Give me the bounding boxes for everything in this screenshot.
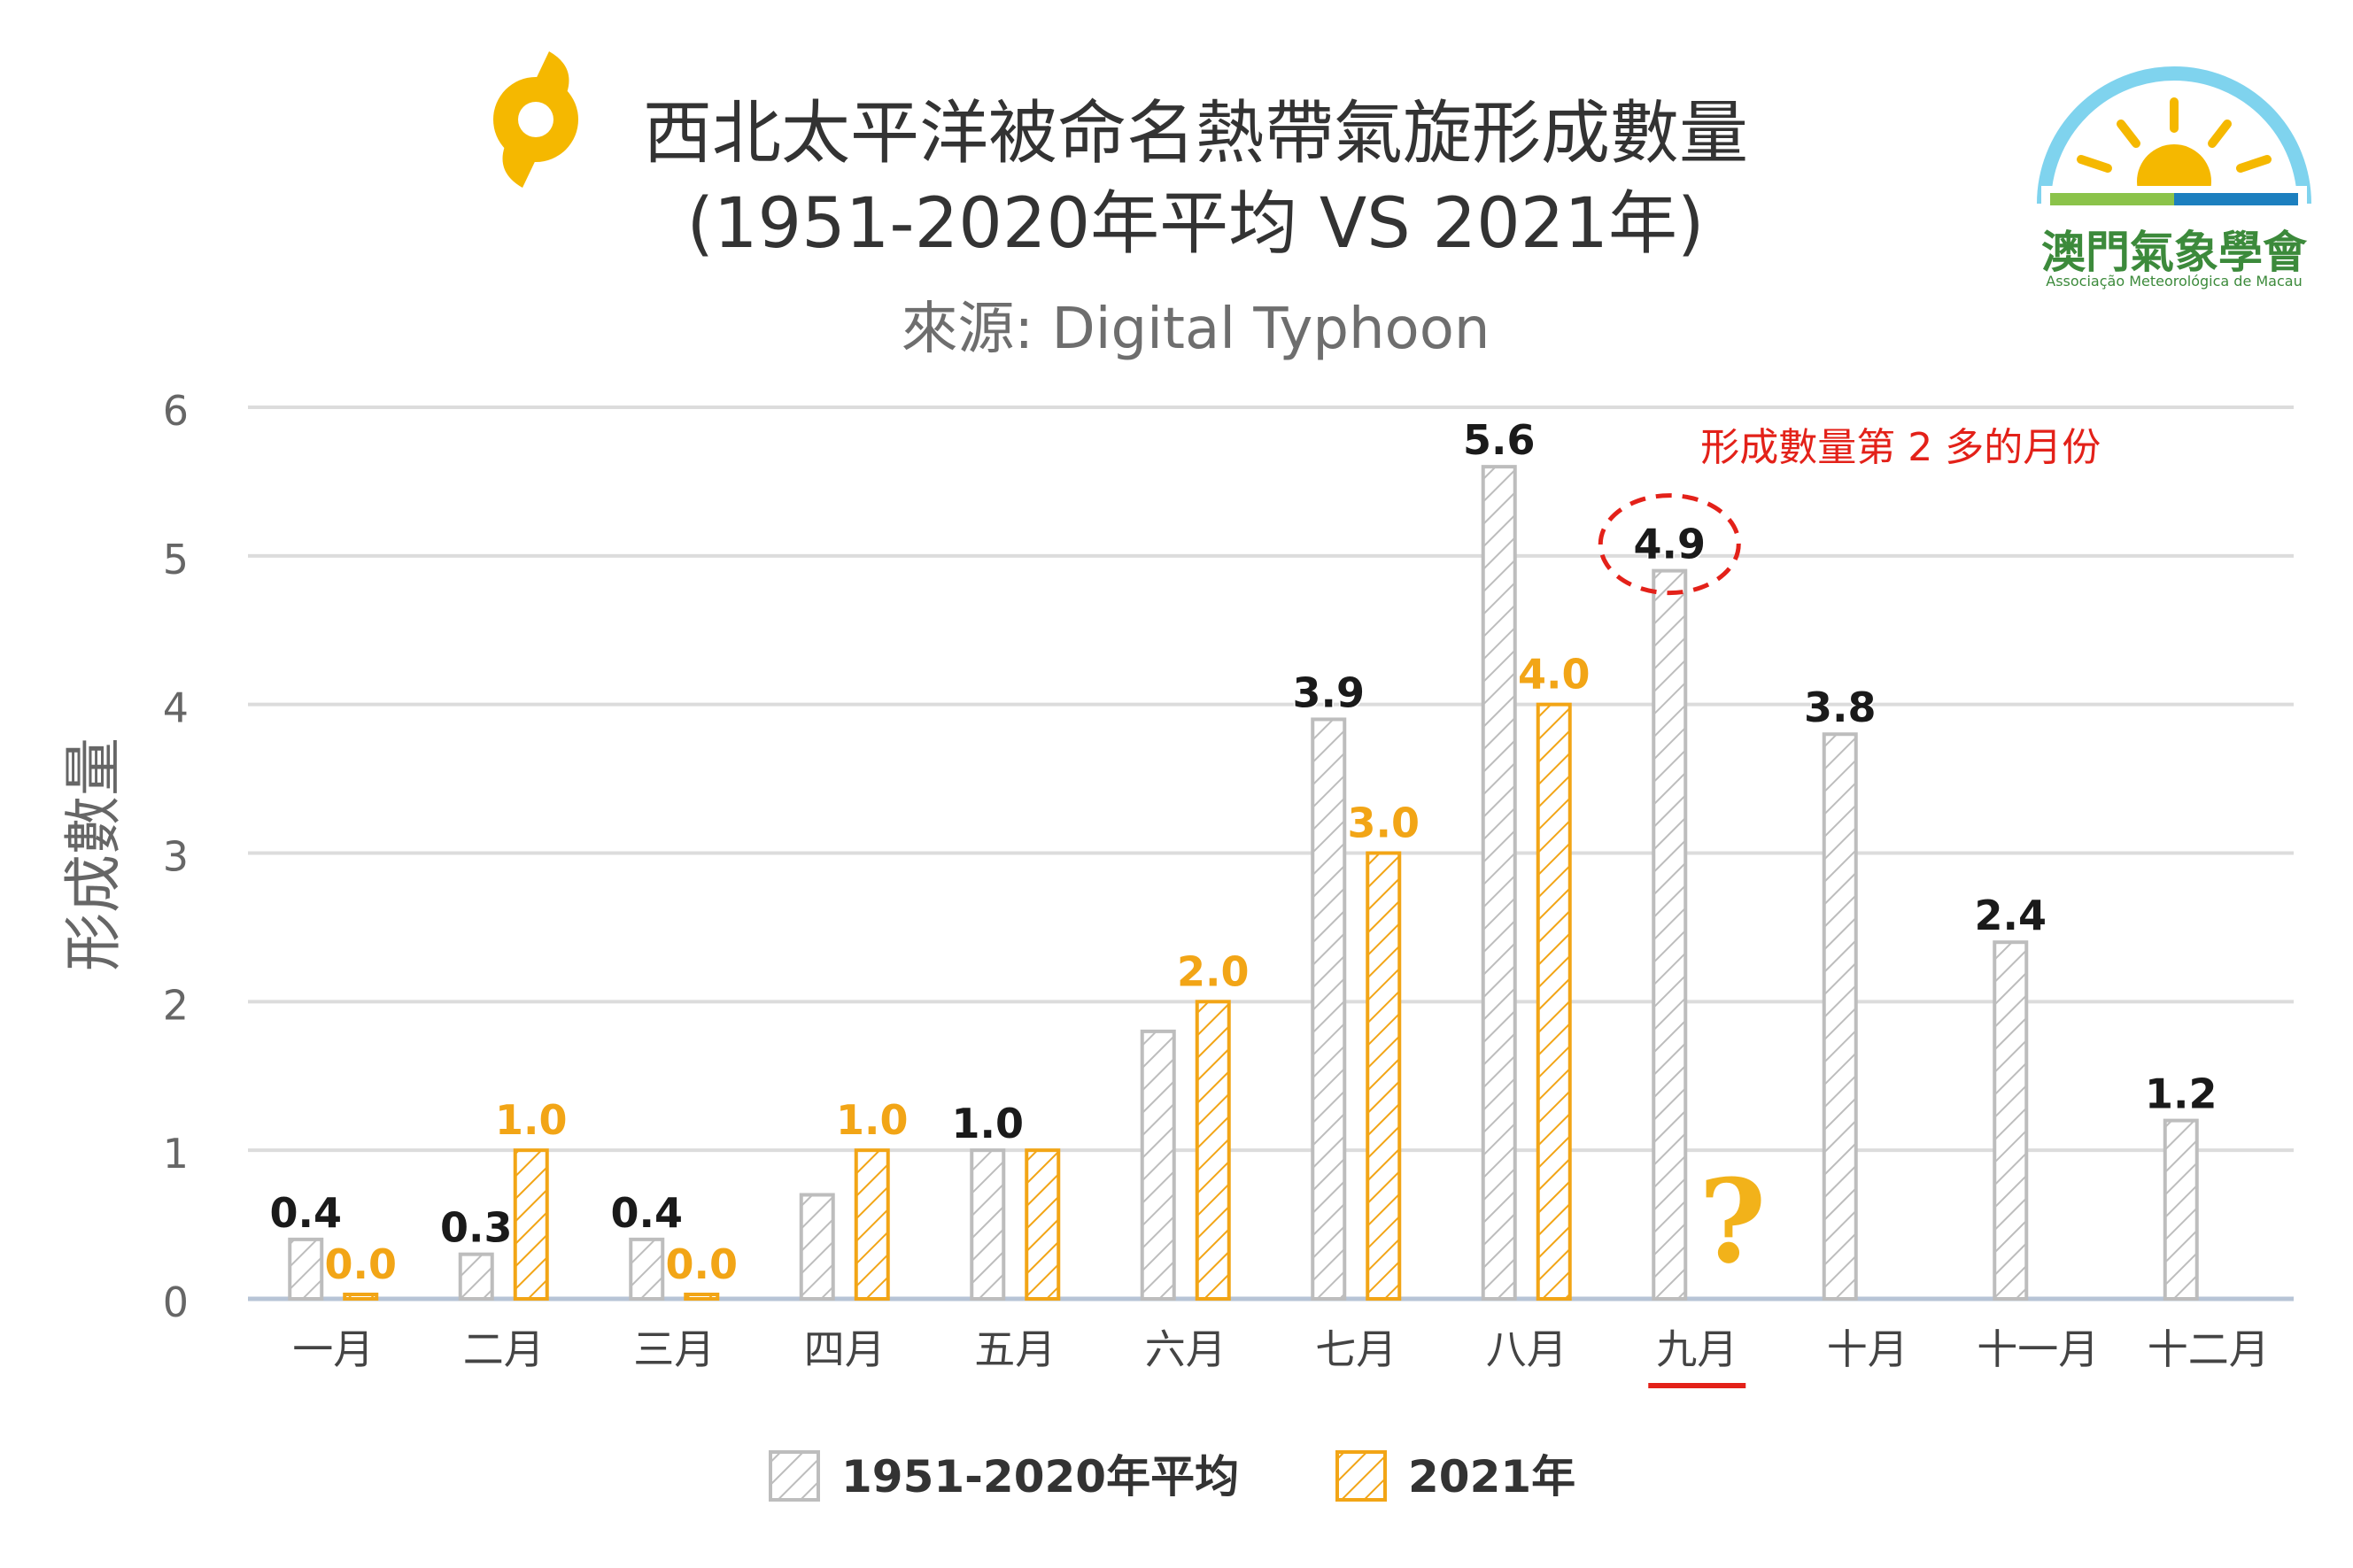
x-tick-label: 六月 (1145, 1325, 1227, 1373)
bar-1951-2020-average (1652, 568, 1688, 1301)
legend-label: 2021年 (1408, 1451, 1575, 1502)
value-label-2021: 3.0 (1348, 799, 1420, 847)
bar-2021 (684, 1293, 720, 1301)
value-label-1951-2020: 0.3 (440, 1204, 513, 1252)
x-tick-label: 十二月 (2148, 1325, 2270, 1373)
y-tick-label: 4 (163, 684, 189, 732)
typhoon-icon (493, 51, 578, 188)
value-label-1951-2020: 5.6 (1463, 416, 1536, 464)
value-label-1951-2020: 0.4 (270, 1189, 343, 1237)
bar-1951-2020-average (2163, 1118, 2199, 1301)
logo-name: 澳門氣象學會 (2041, 227, 2307, 278)
value-label-1951-2020: 3.8 (1804, 684, 1877, 731)
legend-swatch (769, 1450, 820, 1502)
chart-title: 西北太平洋被命名熱帶氣旋形成數量 (642, 94, 1748, 174)
logo-sun-rays-icon (2077, 97, 2272, 173)
x-tick-label: 七月 (1315, 1325, 1397, 1373)
logo-subtitle: Associação Meteorológica de Macau (2046, 273, 2303, 290)
x-tick-label: 十一月 (1977, 1325, 2099, 1373)
x-tick-label: 九月 (1656, 1325, 1738, 1373)
bar-2021 (854, 1148, 890, 1301)
bar-1951-2020-average (1140, 1029, 1176, 1302)
y-tick-label: 6 (163, 387, 189, 435)
bar-2021 (1025, 1148, 1061, 1301)
y-tick-label: 1 (163, 1130, 189, 1178)
y-tick-label: 3 (163, 833, 189, 881)
bar-1951-2020-average (458, 1252, 494, 1302)
x-tick-label: 二月 (463, 1325, 545, 1373)
legend-label: 1951-2020年平均 (841, 1451, 1239, 1502)
value-label-2021: 1.0 (495, 1096, 568, 1144)
value-label-2021: 0.0 (325, 1240, 398, 1288)
logo-sea-icon (2174, 193, 2298, 205)
highlight-circle (1598, 493, 1741, 596)
question-mark: ? (1699, 1154, 1766, 1289)
y-tick-label: 0 (163, 1278, 189, 1326)
chart-subtitle: (1951-2020年平均 VS 2021年) (686, 184, 1705, 264)
source-label: 來源: Digital Typhoon (901, 297, 1490, 362)
bar-1951-2020-average (1993, 940, 2029, 1301)
bar-1951-2020-average (1311, 717, 1347, 1301)
value-label-1951-2020: 4.9 (1634, 521, 1707, 568)
value-label-1951-2020: 1.2 (2145, 1070, 2218, 1118)
y-tick-label: 2 (163, 981, 189, 1029)
annotation-text: 形成數量第 2 多的月份 (1700, 425, 2101, 470)
bar-2021 (343, 1293, 379, 1301)
bar-1951-2020-average (288, 1237, 324, 1302)
logo-arc-icon (2037, 66, 2311, 205)
bar-1951-2020-average (970, 1148, 1006, 1301)
x-tick-label: 八月 (1486, 1325, 1567, 1373)
bar-1951-2020-average (1822, 732, 1858, 1301)
x-tick-label: 十月 (1827, 1325, 1908, 1373)
bar-2021 (513, 1148, 549, 1301)
value-label-1951-2020: 0.4 (611, 1189, 684, 1237)
bar-2021 (1366, 851, 1402, 1301)
bar-1951-2020-average (799, 1193, 835, 1302)
y-tick-label: 5 (163, 536, 189, 583)
value-label-2021: 2.0 (1177, 947, 1250, 995)
value-label-2021: 4.0 (1518, 651, 1591, 699)
x-tick-label: 四月 (804, 1325, 886, 1373)
value-label-2021: 1.0 (836, 1096, 909, 1144)
logo-land-icon (2050, 193, 2179, 205)
bar-2021 (1195, 1000, 1231, 1302)
legend-swatch (1335, 1450, 1387, 1502)
value-label-1951-2020: 1.0 (952, 1100, 1025, 1147)
value-label-1951-2020: 2.4 (1975, 892, 2047, 939)
x-tick-label: 五月 (974, 1325, 1056, 1373)
value-label-2021: 0.0 (666, 1240, 739, 1288)
bar-1951-2020-average (1481, 465, 1517, 1301)
association-logo (2037, 66, 2311, 221)
x-tick-label: 三月 (633, 1325, 715, 1373)
bar-2021 (1536, 702, 1572, 1301)
x-tick-label: 一月 (292, 1325, 374, 1373)
value-label-1951-2020: 3.9 (1293, 668, 1366, 716)
y-axis-label: 形成數量 (59, 738, 128, 971)
bar-1951-2020-average (629, 1237, 665, 1302)
